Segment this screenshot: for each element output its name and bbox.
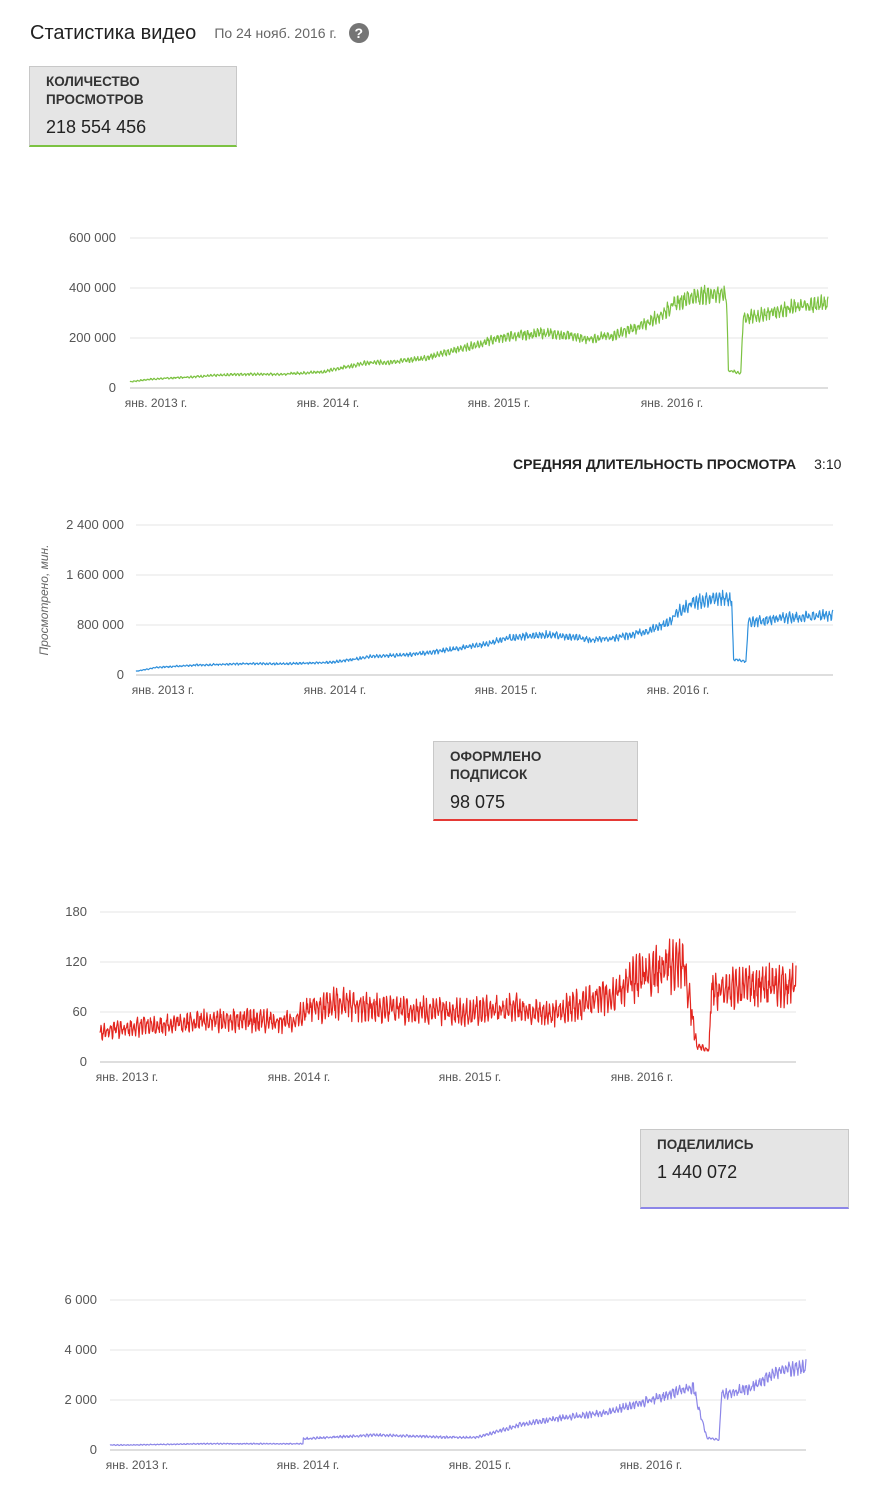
y-axis-title: Просмотрено, мин. bbox=[37, 545, 51, 656]
x-tick-label: янв. 2014 г. bbox=[304, 683, 366, 697]
y-tick-label: 0 bbox=[109, 380, 116, 395]
y-tick-label: 1 600 000 bbox=[66, 567, 124, 582]
x-tick-label: янв. 2016 г. bbox=[620, 1458, 682, 1472]
x-tick-label: янв. 2015 г. bbox=[475, 683, 537, 697]
y-tick-label: 0 bbox=[117, 667, 124, 682]
views-metric-label: КОЛИЧЕСТВО ПРОСМОТРОВ bbox=[46, 74, 144, 107]
series-line bbox=[135, 589, 834, 672]
series-line bbox=[129, 284, 829, 383]
watch-time-chart: 2 400 000 1 600 000 800 000 0 янв. 2013 г. ян… bbox=[37, 517, 834, 697]
y-tick-label: 600 000 bbox=[69, 230, 116, 245]
y-tick-label: 200 000 bbox=[69, 330, 116, 345]
subscriptions-chart: 180 120 60 0 янв. 2013 г. янв. 2014 г. янв. 20… bbox=[65, 904, 797, 1084]
x-tick-label: янв. 2014 г. bbox=[268, 1070, 330, 1084]
subscriptions-metric-value: 98 075 bbox=[450, 792, 506, 812]
y-tick-label: 180 bbox=[65, 904, 87, 919]
shares-metric-label: ПОДЕЛИЛИСЬ bbox=[657, 1137, 754, 1152]
series-line bbox=[99, 938, 797, 1052]
subscriptions-metric-label: ОФОРМЛЕНО ПОДПИСОК bbox=[450, 749, 542, 782]
y-tick-label: 800 000 bbox=[77, 617, 124, 632]
x-tick-label: янв. 2013 г. bbox=[96, 1070, 158, 1084]
y-tick-label: 0 bbox=[90, 1442, 97, 1457]
y-tick-label: 120 bbox=[65, 954, 87, 969]
subscriptions-metric-card[interactable]: ОФОРМЛЕНО ПОДПИСОК 98 075 bbox=[433, 741, 638, 821]
y-tick-label: 2 400 000 bbox=[66, 517, 124, 532]
date-range: По 24 нояб. 2016 г. bbox=[214, 25, 337, 41]
page-header: Статистика видео По 24 нояб. 2016 г. ? bbox=[30, 18, 369, 48]
shares-chart: 6 000 4 000 2 000 0 янв. 2013 г. янв. 2014 г.… bbox=[64, 1292, 807, 1472]
page-title: Статистика видео bbox=[30, 21, 197, 44]
shares-metric-card[interactable]: ПОДЕЛИЛИСЬ 1 440 072 bbox=[640, 1129, 849, 1209]
x-tick-label: янв. 2015 г. bbox=[449, 1458, 511, 1472]
x-tick-label: янв. 2016 г. bbox=[611, 1070, 673, 1084]
y-tick-label: 0 bbox=[80, 1054, 87, 1069]
y-tick-label: 6 000 bbox=[64, 1292, 97, 1307]
views-chart: 600 000 400 000 200 000 0 янв. 2013 г. янв. 2… bbox=[69, 230, 829, 410]
avg-duration-value: 3:10 bbox=[814, 456, 842, 472]
x-tick-label: янв. 2016 г. bbox=[647, 683, 709, 697]
x-tick-label: янв. 2016 г. bbox=[641, 396, 703, 410]
shares-metric-value: 1 440 072 bbox=[657, 1162, 738, 1182]
avg-duration-row: СРЕДНЯЯ ДЛИТЕЛЬНОСТЬ ПРОСМОТРА 3:10 bbox=[513, 456, 841, 472]
y-tick-label: 400 000 bbox=[69, 280, 116, 295]
y-tick-label: 2 000 bbox=[64, 1392, 97, 1407]
views-metric-card[interactable]: КОЛИЧЕСТВО ПРОСМОТРОВ 218 554 456 bbox=[29, 66, 237, 147]
x-tick-label: янв. 2014 г. bbox=[297, 396, 359, 410]
x-tick-label: янв. 2013 г. bbox=[125, 396, 187, 410]
help-icon[interactable]: ? bbox=[348, 23, 369, 43]
x-tick-label: янв. 2013 г. bbox=[132, 683, 194, 697]
x-tick-label: янв. 2014 г. bbox=[277, 1458, 339, 1472]
x-tick-label: янв. 2013 г. bbox=[106, 1458, 168, 1472]
y-tick-label: 60 bbox=[73, 1004, 87, 1019]
y-tick-label: 4 000 bbox=[64, 1342, 97, 1357]
x-tick-label: янв. 2015 г. bbox=[439, 1070, 501, 1084]
x-tick-label: янв. 2015 г. bbox=[468, 396, 530, 410]
views-metric-value: 218 554 456 bbox=[46, 117, 147, 137]
series-line bbox=[109, 1359, 807, 1447]
avg-duration-label: СРЕДНЯЯ ДЛИТЕЛЬНОСТЬ ПРОСМОТРА bbox=[513, 456, 797, 472]
